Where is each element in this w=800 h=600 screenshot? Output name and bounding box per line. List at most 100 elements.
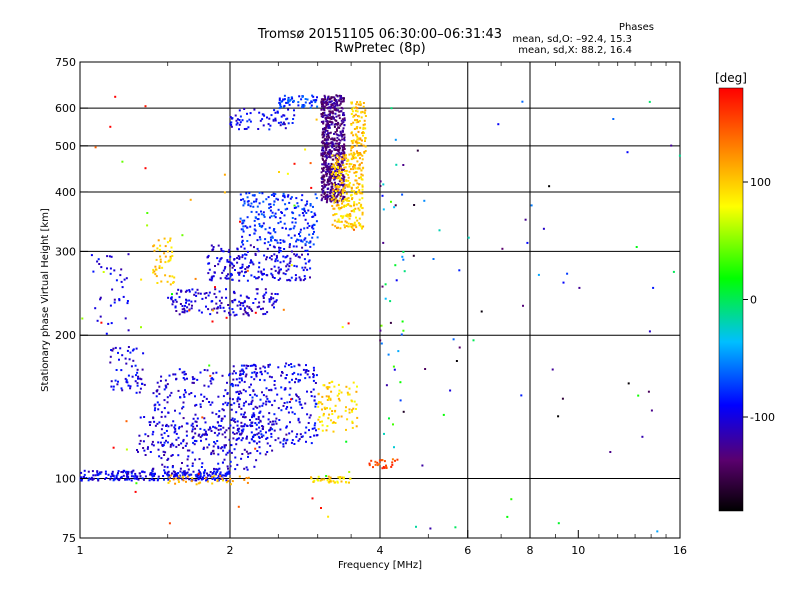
data-point-106: [199, 473, 202, 476]
data-point-35: [115, 475, 118, 477]
data-point-550: [203, 384, 206, 387]
data-point-995: [135, 347, 138, 350]
data-point-2862: [353, 400, 356, 403]
data-point-2181: [336, 201, 339, 204]
data-point-2195: [325, 133, 328, 136]
data-point-729: [228, 449, 231, 452]
data-point-3046: [319, 479, 322, 482]
data-point-751: [295, 377, 298, 380]
data-point-1208: [243, 300, 246, 303]
data-point-160: [199, 471, 201, 474]
data-point-847: [262, 415, 265, 418]
data-point-1485: [253, 194, 256, 197]
data-point-2459: [110, 255, 113, 258]
data-point-3135: [402, 164, 405, 166]
data-point-840: [310, 390, 313, 393]
data-point-1368: [276, 259, 279, 262]
data-point-2398: [333, 139, 336, 142]
data-point-2877: [345, 385, 348, 388]
data-point-390: [186, 464, 189, 467]
data-point-2871: [321, 424, 324, 427]
data-point-2365: [323, 133, 326, 136]
data-point-1204: [242, 304, 245, 307]
data-point-1463: [275, 239, 278, 242]
data-point-1099: [258, 301, 261, 304]
data-point-3237: [246, 269, 249, 272]
data-point-668: [271, 449, 274, 452]
data-point-1425: [210, 279, 213, 282]
data-point-1171: [238, 300, 241, 303]
data-point-698: [255, 418, 258, 421]
data-point-874: [265, 400, 268, 403]
data-point-2379: [325, 103, 328, 106]
data-point-2851: [359, 103, 362, 106]
data-point-2399: [330, 163, 333, 166]
data-point-2845: [359, 152, 362, 154]
data-point-113: [139, 475, 142, 478]
data-point-3178: [449, 389, 452, 392]
data-point-1919: [322, 180, 325, 183]
data-point-3052: [317, 475, 320, 478]
data-point-2894: [338, 389, 341, 392]
data-point-969: [271, 428, 274, 431]
data-point-194: [80, 476, 83, 479]
data-point-3098: [376, 464, 379, 467]
data-point-1166: [175, 310, 178, 312]
data-point-1643: [296, 202, 299, 205]
data-point-1483: [287, 234, 290, 237]
data-point-1175: [239, 302, 242, 304]
data-point-2606: [337, 189, 340, 192]
data-point-2690: [342, 158, 345, 161]
data-point-759: [312, 388, 315, 391]
data-point-1018: [110, 380, 113, 383]
data-point-3214: [112, 446, 115, 449]
data-point-1524: [256, 205, 259, 208]
data-point-2143: [335, 139, 338, 142]
data-point-1379: [309, 267, 312, 270]
data-point-839: [277, 407, 280, 410]
data-point-1106: [175, 300, 178, 303]
data-point-906: [288, 432, 291, 435]
data-point-1652: [243, 128, 246, 130]
data-point-2027: [342, 174, 345, 177]
data-point-361: [209, 380, 212, 383]
data-point-1233: [253, 246, 255, 249]
data-point-741: [267, 400, 270, 403]
data-point-2683: [360, 203, 363, 206]
data-point-2405: [325, 201, 328, 204]
data-point-1253: [273, 265, 276, 268]
data-point-3023: [185, 480, 187, 483]
data-point-1241: [249, 261, 252, 264]
data-point-227: [111, 473, 114, 476]
data-point-2998: [159, 244, 162, 247]
colorbar-label: [deg]: [715, 71, 747, 85]
data-point-3026: [246, 481, 249, 484]
data-point-3206: [208, 364, 211, 367]
data-point-1592: [241, 228, 244, 231]
data-point-1125: [198, 309, 201, 312]
data-point-1265: [258, 266, 261, 269]
data-point-3169: [520, 394, 523, 397]
data-point-1119: [218, 290, 221, 293]
data-point-2160: [334, 181, 336, 184]
data-point-3201: [454, 526, 457, 529]
data-point-894: [253, 371, 256, 374]
data-point-2556: [350, 226, 353, 228]
data-point-3220: [214, 286, 216, 289]
colorbar: [718, 87, 744, 512]
data-point-908: [312, 366, 315, 369]
data-point-465: [201, 434, 204, 437]
data-point-2024: [338, 126, 341, 129]
data-point-1792: [336, 129, 338, 132]
data-point-1431: [289, 197, 292, 200]
data-point-304: [213, 441, 216, 443]
data-point-2077: [343, 144, 346, 147]
data-point-598: [192, 417, 195, 420]
data-point-2598: [356, 160, 359, 163]
data-point-683: [139, 416, 142, 419]
data-point-756: [297, 439, 300, 442]
data-point-1698: [293, 114, 296, 117]
data-point-1273: [303, 275, 306, 278]
data-point-3105: [382, 241, 385, 244]
data-point-1655: [266, 116, 268, 119]
